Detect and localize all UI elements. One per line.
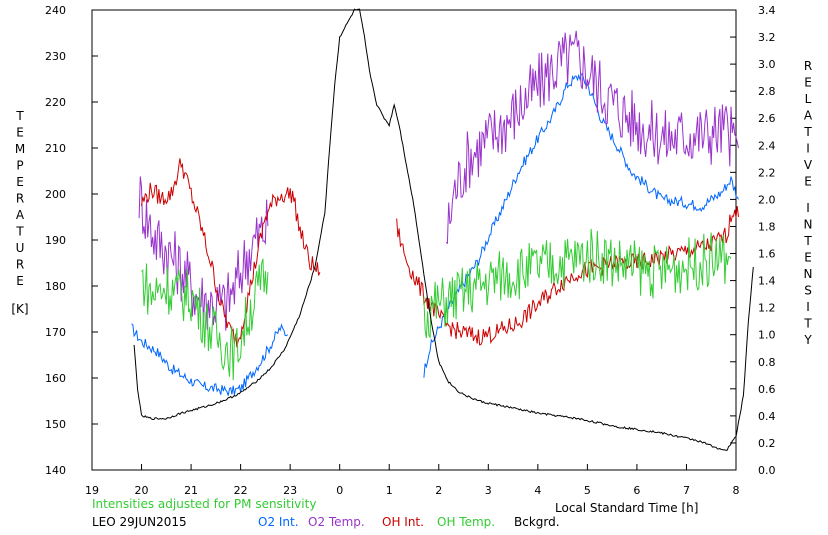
left-axis-letter: T	[15, 225, 24, 239]
x-tick-label: 19	[85, 484, 99, 497]
right-tick-label: 3.0	[758, 58, 776, 71]
left-axis-letter: E	[16, 175, 24, 189]
legend-entry: O2 Temp.	[308, 515, 365, 529]
left-axis-letter: M	[15, 142, 25, 156]
legend-entry: OH Temp.	[437, 515, 495, 529]
left-tick-label: 140	[45, 464, 66, 477]
left-tick-label: 180	[45, 280, 66, 293]
right-axis-letter: I	[806, 201, 810, 215]
right-axis-ticks: 0.0 0.2 0.4 0.6 0.8 1.0 1.2 1.4 1.6 1.8 2.0 2.2 2.4 2…	[730, 4, 776, 477]
left-axis-letter: E	[16, 274, 24, 288]
right-tick-label: 2.6	[758, 112, 776, 125]
left-tick-label: 210	[45, 142, 66, 155]
left-axis-letter: R	[16, 258, 24, 272]
x-tick-label: 21	[184, 484, 198, 497]
right-axis-letter: L	[805, 92, 812, 106]
x-axis-ticks: 19 20 21 22 23 0 1 2 3 4 5 6 7 8	[85, 464, 740, 497]
right-tick-label: 2.8	[758, 85, 776, 98]
x-tick-label: 1	[386, 484, 393, 497]
right-tick-label: 1.0	[758, 329, 776, 342]
left-tick-label: 240	[45, 4, 66, 17]
x-tick-label: 2	[435, 484, 442, 497]
series-line-bckgrd	[133, 8, 754, 452]
left-tick-label: 220	[45, 96, 66, 109]
right-tick-label: 0.2	[758, 437, 776, 450]
series-line-oh-int	[396, 205, 739, 346]
series-line-o2-temp	[445, 30, 739, 245]
series-line-oh-int	[141, 158, 321, 348]
left-axis-ticks: 140 150 160 170 180 190 200 210 220 230 240	[45, 4, 98, 477]
right-axis-letter: E	[804, 175, 812, 189]
legend-entry: Bckgrd.	[514, 515, 560, 529]
left-tick-label: 150	[45, 418, 66, 431]
left-tick-label: 170	[45, 326, 66, 339]
x-tick-label: 22	[234, 484, 248, 497]
legend-entry: O2 Int.	[258, 515, 299, 529]
x-axis-label: Local Standard Time [h]	[555, 501, 698, 515]
right-axis-letter: N	[804, 267, 813, 281]
left-axis-letter: T	[15, 109, 24, 123]
left-tick-label: 160	[45, 372, 66, 385]
left-axis-letter: A	[16, 208, 25, 222]
right-tick-label: 3.4	[758, 4, 776, 17]
right-tick-label: 1.8	[758, 220, 776, 233]
x-tick-label: 5	[584, 484, 591, 497]
plot-frame	[91, 9, 737, 471]
right-axis-letter: T	[803, 125, 812, 139]
right-axis-letter: V	[804, 158, 813, 172]
series-line-o2-int	[131, 323, 288, 396]
footer-station: LEO 29JUN2015	[92, 515, 187, 529]
right-axis-letter: T	[803, 234, 812, 248]
right-tick-label: 0.4	[758, 410, 776, 423]
series-line-o2-int	[423, 72, 739, 378]
left-axis-letter: P	[16, 159, 23, 173]
right-tick-label: 1.4	[758, 275, 776, 288]
series-line-oh-temp	[141, 258, 269, 381]
right-axis-letter: E	[804, 251, 812, 265]
right-axis-letter: Y	[803, 333, 812, 347]
right-axis-letter: N	[804, 218, 813, 232]
right-axis-letter: I	[806, 300, 810, 314]
right-tick-label: 0.0	[758, 464, 776, 477]
right-axis-letter: A	[804, 109, 813, 123]
right-tick-label: 3.2	[758, 31, 776, 44]
left-tick-label: 190	[45, 234, 66, 247]
legend: O2 Int. O2 Temp. OH Int. OH Temp. Bckgrd.	[258, 515, 560, 529]
left-axis-unit: [K]	[11, 302, 28, 316]
legend-entry: OH Int.	[382, 515, 424, 529]
x-tick-label: 23	[283, 484, 297, 497]
right-axis-letter: I	[806, 142, 810, 156]
series-line-oh-temp	[423, 228, 732, 339]
x-tick-label: 4	[534, 484, 541, 497]
right-axis-letter: E	[804, 76, 812, 90]
right-axis-letter: S	[804, 284, 812, 298]
footer-note: Intensities adjusted for PM sensitivity	[92, 497, 316, 511]
x-tick-label: 7	[683, 484, 690, 497]
right-axis-letter: R	[804, 59, 812, 73]
left-tick-label: 200	[45, 188, 66, 201]
x-tick-label: 0	[336, 484, 343, 497]
right-tick-label: 2.2	[758, 166, 776, 179]
right-tick-label: 2.0	[758, 193, 776, 206]
right-tick-label: 0.6	[758, 383, 776, 396]
right-tick-label: 1.2	[758, 302, 776, 315]
left-axis-letter: E	[16, 126, 24, 140]
x-tick-label: 6	[633, 484, 640, 497]
left-tick-label: 230	[45, 50, 66, 63]
x-tick-label: 8	[733, 484, 740, 497]
series-layer	[131, 8, 754, 452]
left-axis-letter: U	[16, 241, 25, 255]
right-tick-label: 2.4	[758, 139, 776, 152]
x-tick-label: 3	[485, 484, 492, 497]
right-tick-label: 1.6	[758, 248, 776, 261]
right-tick-label: 0.8	[758, 356, 776, 369]
x-tick-label: 20	[135, 484, 149, 497]
left-axis-letter: R	[16, 192, 24, 206]
right-axis-letter: T	[803, 317, 812, 331]
